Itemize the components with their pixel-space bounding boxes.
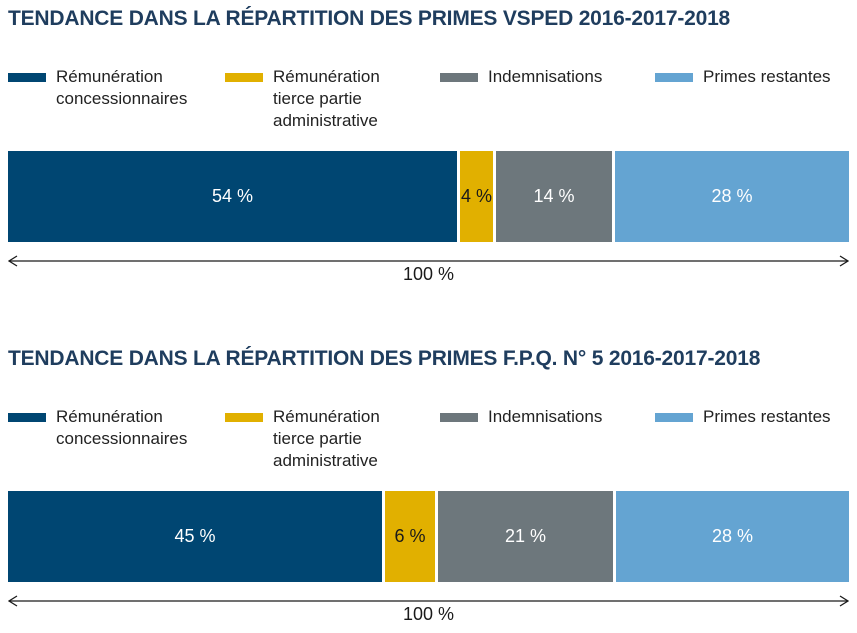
legend-label-line: Indemnisations <box>488 67 603 86</box>
data-label: 28 % <box>711 186 753 206</box>
legend-swatch <box>440 413 478 422</box>
legend-label: Primes restantes <box>703 66 831 88</box>
chart-title: TENDANCE DANS LA RÉPARTITION DES PRIMES … <box>8 7 731 30</box>
data-label: 6 % <box>394 526 426 546</box>
legend-label: Rémunération concessionnaires <box>56 66 187 110</box>
bar-segment: 45 % <box>8 491 382 582</box>
total-label: 100 % <box>402 264 455 284</box>
legend: Rémunération concessionnaires Rémunération… <box>0 406 857 476</box>
legend-swatch <box>655 413 693 422</box>
legend-label: Indemnisations <box>488 406 602 428</box>
legend-swatch <box>8 73 46 82</box>
total-axis-arrow <box>8 255 849 267</box>
total-label: 100 % <box>402 604 455 624</box>
data-label: 21 % <box>504 526 547 546</box>
legend-label-line: tierce partie <box>273 89 362 108</box>
legend-label-line: Rémunération <box>56 67 163 86</box>
legend-label-line: Primes restantes <box>703 67 831 86</box>
arrow-head-right <box>839 595 849 607</box>
bar-segment: 28 % <box>615 151 849 242</box>
legend-swatch <box>225 73 263 82</box>
legend-label-line: Rémunération <box>56 407 163 426</box>
stacked-bar: 54 % 4 % 14 % 28 % <box>8 151 849 242</box>
legend-label-line: administrative <box>273 451 378 470</box>
arrow-head-left <box>8 255 18 267</box>
legend-swatch <box>440 73 478 82</box>
data-label: 4 % <box>460 186 493 206</box>
data-label: 14 % <box>533 186 575 206</box>
legend-label-line: concessionnaires <box>56 89 188 108</box>
data-label: 28 % <box>711 526 754 546</box>
bar-segment: 21 % <box>438 491 613 582</box>
chart-title: TENDANCE DANS LA RÉPARTITION DES PRIMES … <box>8 347 761 370</box>
total-axis-arrow <box>8 595 849 607</box>
legend-label-line: administrative <box>273 111 378 130</box>
arrow-head-left <box>8 595 18 607</box>
legend-swatch <box>8 413 46 422</box>
legend-label-line: Primes restantes <box>703 407 831 426</box>
legend-label: Primes restantes <box>703 406 831 428</box>
stacked-bar: 45 % 6 % 21 % 28 % <box>8 491 849 582</box>
legend-label-line: Indemnisations <box>488 407 603 426</box>
data-label: 54 % <box>211 186 254 206</box>
legend-label-line: Rémunération <box>273 67 380 86</box>
legend-label-line: Rémunération <box>273 407 380 426</box>
legend-label-line: tierce partie <box>273 429 362 448</box>
bar-segment: 14 % <box>496 151 612 242</box>
legend: Rémunération concessionnaires Rémunération… <box>0 66 857 136</box>
legend-swatch <box>225 413 263 422</box>
bar-segment: 54 % <box>8 151 457 242</box>
arrow-svg <box>8 595 849 607</box>
legend-label: Rémunération concessionnaires <box>56 406 187 450</box>
legend-label: Indemnisations <box>488 66 602 88</box>
legend-label: Rémunération tierce partie administrative <box>273 406 380 472</box>
arrow-svg <box>8 255 849 267</box>
data-label: 45 % <box>174 526 216 546</box>
arrow-head-right <box>839 255 849 267</box>
legend-label-line: concessionnaires <box>56 429 188 448</box>
bar-segment: 4 % <box>460 151 493 242</box>
legend-swatch <box>655 73 693 82</box>
bar-segment: 28 % <box>616 491 849 582</box>
bar-segment: 6 % <box>385 491 435 582</box>
legend-label: Rémunération tierce partie administrative <box>273 66 380 132</box>
